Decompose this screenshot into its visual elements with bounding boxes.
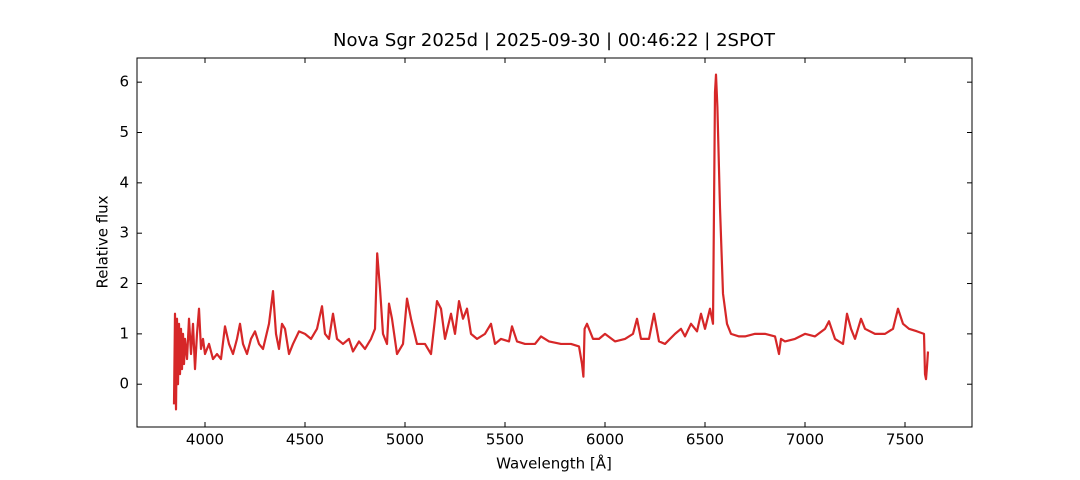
x-tick-label: 7500	[886, 431, 924, 449]
x-tick-label: 4500	[286, 431, 324, 449]
y-tick-label: 1	[119, 324, 129, 342]
x-tick-label: 6000	[586, 431, 624, 449]
y-axis-label: Relative flux	[94, 195, 112, 288]
plot-frame	[136, 57, 973, 428]
x-tick-label: 7000	[786, 431, 824, 449]
x-tick-label: 4000	[186, 431, 224, 449]
y-tick-label: 5	[119, 123, 129, 141]
y-tick-label: 4	[119, 173, 129, 191]
y-tick-label: 0	[119, 375, 129, 393]
y-tick-label: 3	[119, 224, 129, 242]
y-tick-label: 2	[119, 274, 129, 292]
spectrum-line	[172, 73, 930, 411]
x-tick-label: 5500	[486, 431, 524, 449]
y-tick-label: 6	[119, 73, 129, 91]
chart-title: Nova Sgr 2025d | 2025-09-30 | 00:46:22 |…	[333, 30, 776, 51]
x-tick-label: 5000	[386, 431, 424, 449]
x-tick-label: 6500	[686, 431, 724, 449]
x-axis-label: Wavelength [Å]	[496, 454, 612, 473]
